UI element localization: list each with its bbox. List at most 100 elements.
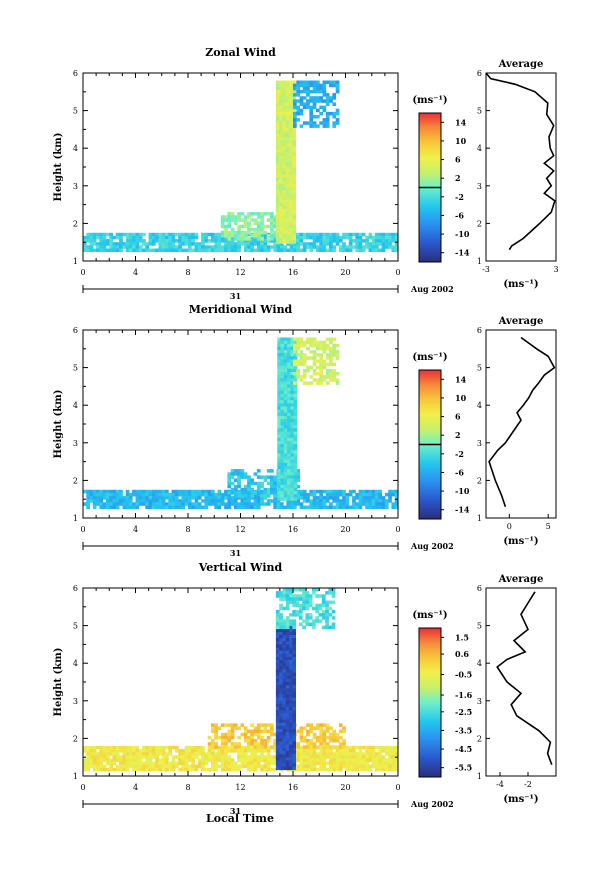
heatmap-cell	[220, 764, 225, 769]
heatmap-cell	[280, 472, 285, 476]
heatmap-cell	[128, 764, 133, 769]
heatmap-cell	[342, 248, 346, 252]
heatmap-cell	[256, 475, 261, 479]
heatmap-cell	[191, 745, 195, 750]
heatmap-cell	[92, 232, 97, 237]
heatmap-cell	[296, 752, 300, 756]
heatmap-cell	[329, 337, 333, 341]
heatmap-cell	[292, 588, 296, 592]
heatmap-cell	[309, 375, 314, 379]
heatmap-cell	[125, 758, 130, 762]
x-tick-label: 4	[133, 783, 138, 792]
heatmap-cell	[253, 496, 258, 500]
heatmap-cell	[115, 496, 120, 500]
heatmap-cell	[224, 745, 228, 750]
heatmap-cell	[355, 496, 359, 500]
heatmap-cell	[132, 245, 136, 249]
heatmap-cell	[283, 356, 288, 360]
heatmap-cell	[342, 489, 346, 494]
heatmap-cell	[279, 124, 283, 128]
heatmap-cell	[282, 83, 287, 88]
heatmap-cell	[316, 755, 320, 759]
heatmap-cell	[214, 235, 218, 240]
heatmap-cell	[250, 227, 254, 232]
heatmap-cell	[119, 496, 123, 500]
heatmap-cell	[285, 688, 290, 692]
average-y-tick-label: 5	[477, 364, 482, 373]
x-tick-label: 0	[395, 268, 400, 277]
heatmap-cell	[348, 492, 353, 497]
heatmap-cell	[220, 739, 225, 743]
heatmap-cell	[335, 381, 340, 385]
heatmap-cell	[312, 761, 317, 766]
heatmap-cell	[207, 492, 212, 497]
heatmap-cell	[388, 232, 392, 237]
heatmap-cell	[312, 489, 317, 494]
heatmap-cell	[125, 749, 130, 753]
heatmap-cell	[296, 245, 300, 249]
heatmap-cell	[381, 749, 386, 753]
heatmap-cell	[328, 600, 333, 604]
heatmap-cell	[151, 492, 156, 497]
heatmap-cell	[287, 497, 291, 501]
heatmap-cell	[266, 469, 271, 473]
heatmap-cell	[230, 491, 235, 495]
heatmap-cell	[237, 469, 241, 473]
heatmap-cell	[112, 248, 117, 252]
heatmap-cell	[227, 499, 232, 503]
heatmap-cell	[227, 472, 232, 476]
heatmap-cell	[171, 242, 176, 246]
heatmap-feature	[275, 80, 296, 244]
heatmap-cell	[247, 496, 251, 500]
heatmap-cell	[181, 499, 186, 503]
heatmap-cell	[247, 729, 251, 734]
heatmap-cell	[331, 616, 336, 620]
heatmap-cell	[227, 237, 232, 241]
heatmap-cell	[279, 93, 283, 97]
heatmap-cell	[266, 237, 271, 241]
heatmap-cell	[322, 108, 327, 113]
heatmap-cell	[312, 625, 316, 630]
heatmap-cell	[86, 248, 90, 252]
heatmap-cell	[132, 761, 136, 766]
colorbar-label: (ms⁻¹)	[412, 95, 447, 106]
heatmap-cell	[285, 722, 290, 727]
heatmap-cell	[292, 158, 296, 163]
heatmap-cell	[138, 232, 143, 237]
heatmap-cell	[204, 245, 209, 249]
heatmap-cell	[378, 752, 382, 756]
heatmap-cell	[115, 758, 120, 762]
heatmap-cell	[273, 484, 277, 489]
heatmap-cell	[289, 747, 293, 752]
heatmap-cell	[306, 242, 310, 246]
heatmap-cell	[381, 235, 386, 240]
heatmap-cell	[391, 489, 396, 494]
heatmap-cell	[322, 346, 327, 351]
heatmap-cell	[266, 218, 271, 222]
average-y-tick-label: 2	[477, 219, 482, 228]
heatmap-cell	[289, 130, 293, 135]
heatmap-cell	[293, 99, 297, 103]
heatmap-cell	[283, 415, 288, 420]
heatmap-cell	[325, 353, 330, 357]
heatmap-cell	[384, 758, 389, 762]
heatmap-cell	[290, 343, 295, 348]
heatmap-cell	[345, 245, 350, 249]
heatmap-cell	[102, 752, 107, 756]
heatmap-cell	[319, 242, 323, 246]
heatmap-cell	[171, 492, 176, 497]
heatmap-cell	[263, 232, 268, 237]
heatmap-cell	[309, 381, 314, 385]
heatmap-cell	[112, 755, 117, 759]
heatmap-cell	[289, 133, 293, 138]
heatmap-cell	[266, 745, 271, 750]
heatmap-cell	[371, 235, 376, 240]
heatmap-cell	[296, 375, 300, 379]
heatmap-cell	[119, 745, 123, 750]
x-tick-label: 0	[395, 525, 400, 534]
heatmap-cell	[319, 767, 323, 772]
heatmap-cell	[260, 494, 264, 498]
heatmap-cell	[371, 758, 376, 762]
heatmap-cell	[322, 723, 327, 727]
heatmap-cell	[132, 492, 136, 497]
